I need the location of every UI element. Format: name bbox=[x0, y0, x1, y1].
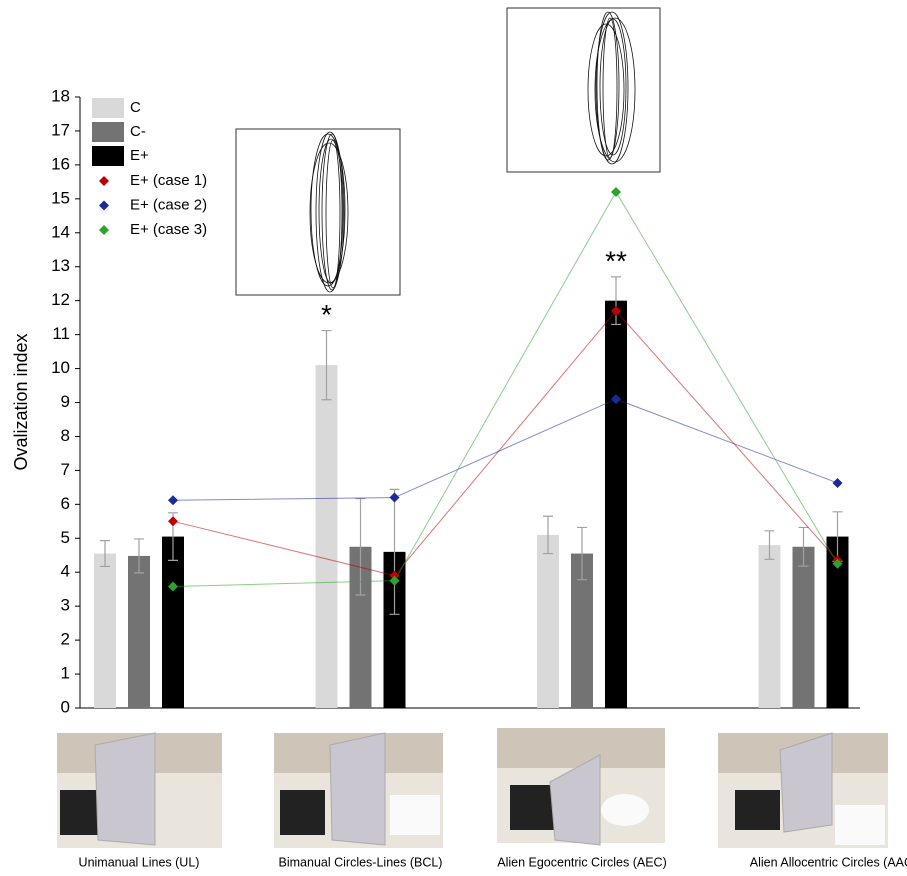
legend-swatch bbox=[92, 122, 124, 142]
y-tick-label: 4 bbox=[61, 562, 70, 581]
photo bbox=[497, 728, 665, 845]
legend-swatch bbox=[92, 98, 124, 118]
x-tick-label: Bimanual Circles-Lines (BCL) bbox=[279, 855, 443, 869]
photo bbox=[274, 733, 443, 848]
significance-marker: * bbox=[321, 299, 332, 330]
x-tick-label: Alien Egocentric Circles (AEC) bbox=[497, 855, 667, 869]
bar bbox=[537, 535, 559, 708]
y-tick-label: 13 bbox=[51, 256, 70, 275]
y-tick-label: 8 bbox=[61, 426, 70, 445]
y-tick-label: 14 bbox=[51, 222, 70, 241]
bar bbox=[793, 547, 815, 708]
y-tick-label: 0 bbox=[61, 697, 70, 716]
y-tick-label: 15 bbox=[51, 188, 70, 207]
x-tick-label: Unimanual Lines (UL) bbox=[79, 855, 200, 869]
y-tick-label: 2 bbox=[61, 630, 70, 649]
y-axis-label: Ovalization index bbox=[11, 333, 31, 470]
legend-label: E+ (case 3) bbox=[130, 221, 207, 238]
page: {"chart_data": {"type": "bar", "y_label"… bbox=[0, 0, 907, 876]
significance-marker: ** bbox=[605, 245, 627, 276]
bar bbox=[605, 301, 627, 708]
legend-marker bbox=[99, 201, 109, 211]
inset-trajectory bbox=[236, 129, 400, 295]
y-tick-label: 1 bbox=[61, 664, 70, 683]
bar bbox=[128, 556, 150, 708]
case-point bbox=[390, 493, 400, 503]
case-line bbox=[173, 399, 838, 500]
chart: Ovalization index 0123456789 bbox=[0, 0, 907, 876]
photo bbox=[718, 733, 888, 848]
y-tick-label: 16 bbox=[51, 154, 70, 173]
y-tick-label: 17 bbox=[51, 120, 70, 139]
case-point bbox=[611, 187, 621, 197]
photo bbox=[57, 733, 222, 848]
x-tick-label: Alien Allocentric Circles (AAC) bbox=[750, 855, 907, 869]
case-point bbox=[168, 495, 178, 505]
legend-label: E+ bbox=[130, 147, 149, 164]
case-line bbox=[173, 311, 838, 576]
bar bbox=[162, 537, 184, 708]
legend-label: E+ (case 2) bbox=[130, 196, 207, 213]
y-tick-label: 5 bbox=[61, 528, 70, 547]
legend-marker bbox=[99, 176, 109, 186]
inset-trajectory bbox=[507, 8, 660, 172]
y-tick-label: 11 bbox=[52, 324, 70, 343]
y-tick-label: 9 bbox=[61, 392, 70, 411]
y-tick-label: 18 bbox=[51, 86, 70, 105]
bar bbox=[759, 545, 781, 708]
y-tick-label: 10 bbox=[51, 358, 70, 377]
bar bbox=[94, 554, 116, 708]
y-tick-label: 3 bbox=[61, 596, 70, 615]
case-point bbox=[833, 478, 843, 488]
legend-marker bbox=[99, 225, 109, 235]
legend-label: E+ (case 1) bbox=[130, 172, 207, 189]
case-point bbox=[168, 516, 178, 526]
y-tick-label: 7 bbox=[61, 460, 70, 479]
y-tick-label: 6 bbox=[61, 494, 70, 513]
legend-label: C- bbox=[130, 123, 146, 140]
legend-label: C bbox=[130, 99, 141, 116]
y-tick-label: 12 bbox=[51, 290, 70, 309]
bar bbox=[316, 365, 338, 708]
legend-swatch bbox=[92, 146, 124, 166]
